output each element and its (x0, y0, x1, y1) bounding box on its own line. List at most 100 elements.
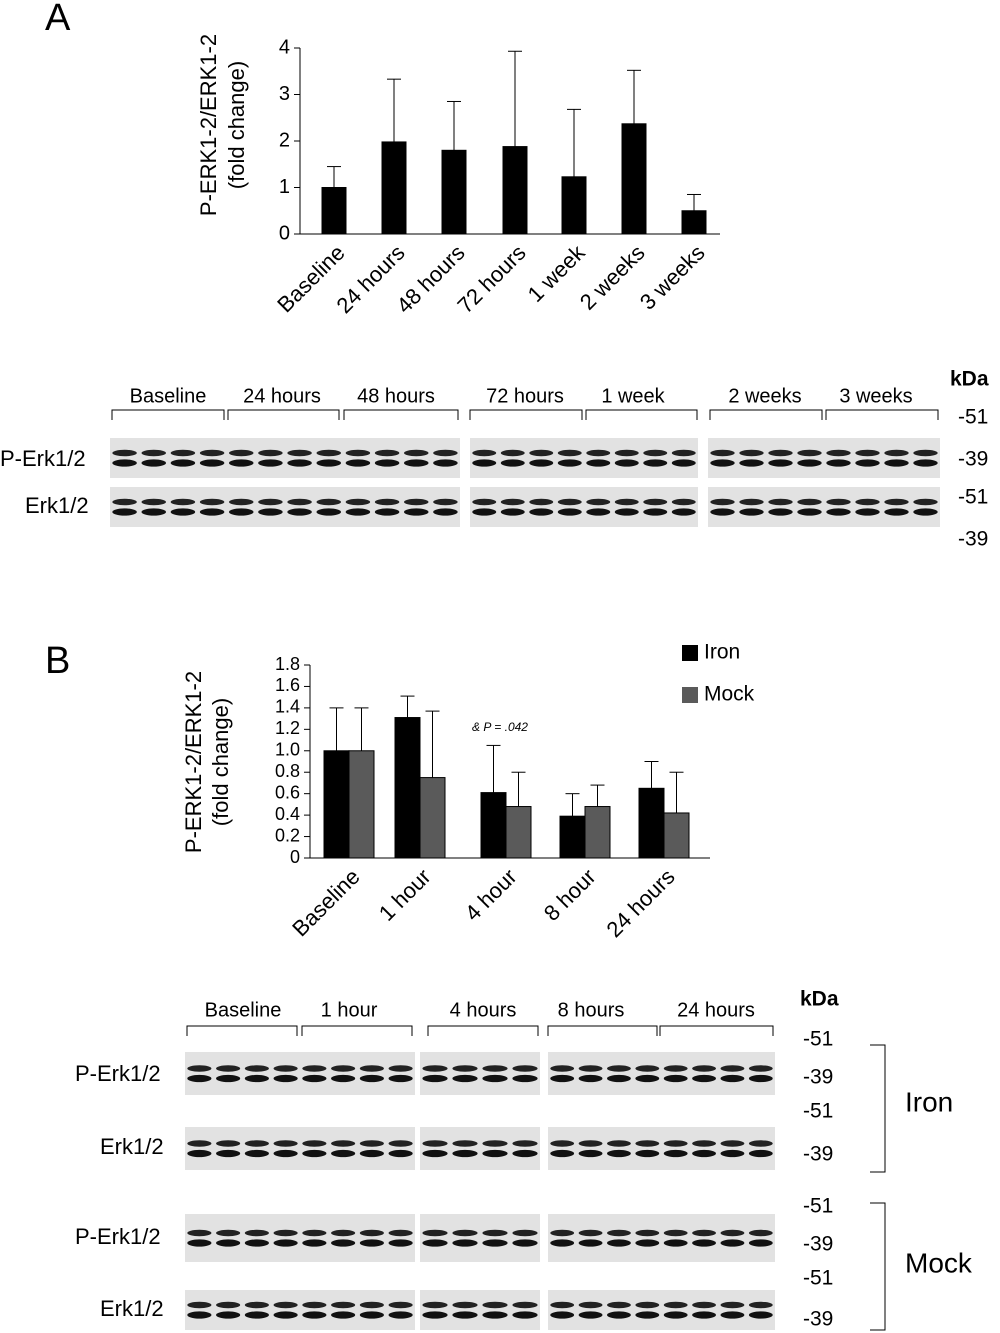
y-tick-label: 1.0 (275, 740, 300, 760)
blot-band (452, 1301, 478, 1309)
blot-band (578, 1301, 603, 1309)
blot-band (359, 1074, 384, 1083)
blot-band (635, 1239, 660, 1247)
blot-band (452, 1239, 478, 1247)
x-tick-label: 4 hour (460, 864, 522, 926)
blot-band (482, 1149, 508, 1158)
bracket (301, 1025, 413, 1036)
blot-band (550, 1239, 575, 1247)
blot-band (797, 459, 822, 467)
blot-band (187, 1065, 212, 1072)
legend-swatch (682, 687, 698, 703)
blot-band (607, 1311, 631, 1319)
blot-strip (185, 1214, 415, 1262)
blot-band (472, 459, 497, 467)
blot-strip (110, 487, 460, 527)
blot-group-label: Baseline (130, 385, 207, 407)
blot-band (692, 1065, 716, 1072)
blot-strip (548, 1052, 775, 1095)
blot-band (635, 1311, 660, 1319)
x-tick-label: 8 hour (539, 864, 601, 926)
blot-band (768, 449, 793, 457)
blot-band (607, 1301, 631, 1309)
blot-band (374, 508, 400, 516)
blot-band (388, 1149, 413, 1158)
blot-band (635, 1149, 660, 1158)
blot-band (482, 1140, 508, 1147)
blot-band (739, 459, 764, 467)
blot-band (170, 508, 196, 516)
blot-band (550, 1074, 575, 1083)
blot-band (287, 459, 312, 467)
error-bar (627, 69, 641, 124)
blot-band (748, 1239, 773, 1247)
blot-band (199, 449, 225, 457)
x-tick-label: Baseline (287, 864, 364, 941)
blot-band (472, 508, 497, 516)
blot-band (433, 498, 458, 506)
bar (638, 787, 665, 859)
blot-band (316, 459, 341, 467)
blot-band (578, 1311, 603, 1319)
blot-band (500, 498, 525, 506)
error-bar (329, 707, 344, 751)
blot-band (244, 1311, 269, 1319)
blot-group-label: Baseline (205, 999, 282, 1021)
error-bar (511, 771, 526, 807)
blot-band (512, 1239, 538, 1247)
blot-band (112, 498, 137, 506)
error-bar (425, 710, 440, 778)
x-tick-label: 1 hour (374, 864, 436, 926)
blot-band (500, 459, 525, 467)
blot-band (643, 459, 668, 467)
bracket (186, 1025, 298, 1036)
blot-band (797, 508, 822, 516)
blot-band (331, 1074, 356, 1083)
blot-band (500, 449, 525, 457)
blot-band (826, 508, 851, 516)
error-bar (508, 50, 522, 147)
blot-band (529, 459, 554, 467)
condition-label: Mock (905, 1247, 973, 1278)
blot-band (826, 459, 851, 467)
blot-band (635, 1301, 660, 1309)
blot-band (187, 1229, 212, 1237)
blot-strip (110, 438, 460, 478)
blot-band (187, 1311, 212, 1319)
blot-band (170, 449, 196, 457)
blot-band (374, 449, 400, 457)
blot-band (359, 1239, 384, 1247)
blot-band (748, 1311, 773, 1319)
blot-band (692, 1149, 716, 1158)
blot-band (663, 1140, 688, 1147)
blot-band (112, 449, 137, 457)
blot-strip (420, 1127, 540, 1170)
blot-band (452, 1149, 478, 1158)
blot-band (388, 1239, 413, 1247)
error-bar (447, 100, 461, 151)
kda-marker: -39 (958, 528, 988, 551)
blot-band (529, 449, 554, 457)
blot-band (768, 508, 793, 516)
blot-band (216, 1311, 241, 1319)
kda-marker: -51 (803, 1195, 833, 1218)
blot-band (258, 508, 283, 516)
blot-strip (470, 438, 698, 478)
blot-band (112, 508, 137, 516)
y-tick-label: 1.6 (275, 675, 300, 695)
blot-band (692, 1301, 716, 1309)
blot-band (512, 1149, 538, 1158)
blot-band (512, 1140, 538, 1147)
blot-band (671, 508, 696, 516)
blot-row-label: Erk1/2 (25, 493, 89, 518)
y-tick-label: 4 (279, 36, 290, 58)
kda-marker: -51 (803, 1100, 833, 1123)
x-tick-label: 24 hours (601, 864, 679, 942)
blot-band (748, 1229, 773, 1237)
blot-band (550, 1301, 575, 1309)
error-bar (590, 784, 605, 807)
blot-band (187, 1149, 212, 1158)
blot-band (550, 1149, 575, 1158)
blot-band (244, 1149, 269, 1158)
